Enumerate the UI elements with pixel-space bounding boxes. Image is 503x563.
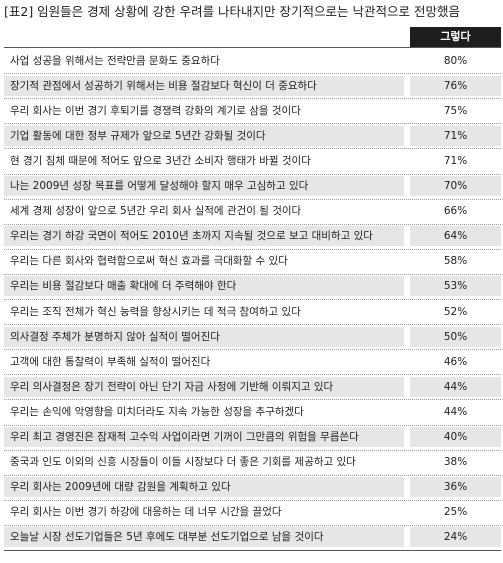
row-value: 58% [443, 255, 468, 268]
row-value: 71% [410, 125, 501, 146]
row-label: 고객에 대한 통찰력이 부족해 실적이 떨어진다 [10, 355, 211, 368]
row-separator [4, 374, 501, 376]
table-row: 세계 경제 성장이 앞으로 5년간 우리 회사 실적에 관건이 될 것이다 66% [4, 201, 501, 221]
row-separator [4, 499, 501, 501]
row-value: 24% [410, 527, 501, 548]
table-row: 고객에 대한 통찰력이 부족해 실적이 떨어진다 46% [4, 352, 501, 372]
table-bottom-rule [4, 550, 501, 551]
table-row: 중국과 인도 이외의 신흥 시장들이 이들 시장보다 더 좋은 기회를 제공하고… [4, 452, 501, 472]
column-header-yes: 그렇다 [410, 27, 501, 47]
row-value: 38% [443, 456, 468, 469]
row-separator [4, 248, 501, 250]
row-value: 40% [410, 427, 501, 447]
row-label: 우리는 다른 회사와 협력함으로써 혁신 효과를 극대화할 수 있다 [10, 255, 288, 268]
table-row: 우리는 다른 회사와 협력함으로써 혁신 효과를 극대화할 수 있다 58% [4, 251, 501, 271]
row-separator [4, 173, 501, 175]
row-label: 사업 성공을 위해서는 전략만큼 문화도 중요하다 [10, 54, 220, 67]
table-row: 우리는 비용 절감보다 매출 확대에 더 주력해야 한다 53% [4, 276, 501, 297]
row-label: 의사결정 주체가 분명하지 않아 실적이 떨어진다 [4, 326, 404, 347]
row-value: 46% [443, 355, 468, 368]
table-row: 현 경기 침체 때문에 적어도 앞으로 3년간 소비자 행태가 바뀔 것이다 71… [4, 151, 501, 171]
row-separator [4, 223, 501, 225]
row-label: 우리는 비용 절감보다 매출 확대에 더 주력해야 한다 [4, 276, 404, 297]
row-label: 우리 회사는 이번 경기 하강에 대응하는 데 너무 시간을 끌었다 [10, 506, 282, 519]
row-label: 우리는 손익에 악영향을 미치더라도 지속 가능한 성장을 추구하겠다 [10, 405, 304, 418]
row-label: 우리 회사는 이번 경기 후퇴기를 경쟁력 강화의 계기로 삼을 것이다 [10, 104, 301, 117]
chart-title: [표2] 임원들은 경제 상황에 강한 우려를 나타내지만 장기적으로는 낙관적… [4, 4, 460, 19]
row-value: 71% [443, 154, 468, 167]
row-separator [4, 73, 501, 75]
row-label: 우리 회사는 2009년에 대량 감원을 계획하고 있다 [4, 477, 404, 498]
row-label: 세계 경제 성장이 앞으로 5년간 우리 회사 실적에 관건이 될 것이다 [10, 205, 302, 218]
row-label: 나는 2009년 성장 목표를 어떻게 달성해야 할지 매우 고심하고 있다 [4, 176, 404, 196]
row-separator [4, 399, 501, 401]
row-label: 우리 최고 경영진은 잠재적 고수익 사업이라면 기꺼이 그만큼의 위험을 무릅… [4, 427, 404, 447]
table-row: 사업 성공을 위해서는 전략만큼 문화도 중요하다 80% [4, 51, 501, 71]
table-row: 의사결정 주체가 분명하지 않아 실적이 떨어진다 50% [4, 326, 501, 347]
table-row: 우리 회사는 이번 경기 후퇴기를 경쟁력 강화의 계기로 삼을 것이다 75% [4, 101, 501, 121]
row-value: 70% [410, 176, 501, 196]
table-row: 우리는 손익에 악영향을 미치더라도 지속 가능한 성장을 추구하겠다 44% [4, 402, 501, 422]
table-row: 장기적 관점에서 성공하기 위해서는 비용 절감보다 혁신이 더 중요하다 76% [4, 75, 501, 96]
row-value: 36% [410, 477, 501, 498]
table-row: 나는 2009년 성장 목표를 어떻게 달성해야 할지 매우 고심하고 있다 70… [4, 176, 501, 196]
table-row: 우리 회사는 이번 경기 하강에 대응하는 데 너무 시간을 끌었다 25% [4, 502, 501, 522]
row-separator [4, 148, 501, 150]
table-row: 우리는 조직 전체가 혁신 능력을 향상시키는 데 적극 참여하고 있다 52% [4, 302, 501, 322]
row-label: 현 경기 침체 때문에 적어도 앞으로 3년간 소비자 행태가 바뀔 것이다 [10, 154, 311, 167]
row-separator [4, 324, 501, 326]
row-value: 44% [443, 405, 468, 418]
row-separator [4, 299, 501, 300]
row-separator [4, 273, 501, 275]
table-top-rule [4, 47, 501, 48]
row-label: 중국과 인도 이외의 신흥 시장들이 이들 시장보다 더 좋은 기회를 제공하고… [10, 456, 356, 469]
table-row: 우리는 경기 하강 국면이 적어도 2010년 초까지 지속될 것으로 보고 대… [4, 226, 501, 247]
row-label: 오늘날 시장 선도기업들은 5년 후에도 대부분 선도기업으로 남을 것이다 [4, 527, 404, 548]
row-separator [4, 474, 501, 476]
row-value: 66% [443, 205, 468, 218]
row-value: 64% [410, 226, 501, 247]
row-separator [4, 98, 501, 100]
row-label: 우리는 조직 전체가 혁신 능력을 향상시키는 데 적극 참여하고 있다 [10, 305, 301, 318]
table-row: 우리 최고 경영진은 잠재적 고수익 사업이라면 기꺼이 그만큼의 위험을 무릅… [4, 427, 501, 447]
row-label: 기업 활동에 대한 정부 규제가 앞으로 5년간 강화될 것이다 [4, 125, 404, 146]
row-value: 75% [443, 104, 468, 117]
table-row: 기업 활동에 대한 정부 규제가 앞으로 5년간 강화될 것이다 71% [4, 125, 501, 146]
row-separator [4, 449, 501, 451]
row-label: 장기적 관점에서 성공하기 위해서는 비용 절감보다 혁신이 더 중요하다 [4, 75, 404, 96]
row-value: 52% [443, 305, 468, 318]
row-separator [4, 524, 501, 526]
row-value: 44% [410, 376, 501, 397]
row-separator [4, 349, 501, 351]
table-row: 우리 회사는 2009년에 대량 감원을 계획하고 있다 36% [4, 477, 501, 498]
row-label: 우리는 경기 하강 국면이 적어도 2010년 초까지 지속될 것으로 보고 대… [4, 226, 404, 247]
table-row: 오늘날 시장 선도기업들은 5년 후에도 대부분 선도기업으로 남을 것이다 24… [4, 527, 501, 548]
row-value: 76% [410, 75, 501, 96]
row-value: 25% [443, 506, 468, 519]
row-value: 50% [410, 326, 501, 347]
row-separator [4, 123, 501, 125]
row-separator [4, 198, 501, 200]
row-value: 53% [410, 276, 501, 297]
table-row: 우리 의사결정은 장기 전략이 아닌 단기 자금 사정에 기반해 이뤄지고 있다… [4, 376, 501, 397]
row-separator [4, 424, 501, 426]
row-value: 80% [443, 54, 468, 67]
row-label: 우리 의사결정은 장기 전략이 아닌 단기 자금 사정에 기반해 이뤄지고 있다 [4, 376, 404, 397]
